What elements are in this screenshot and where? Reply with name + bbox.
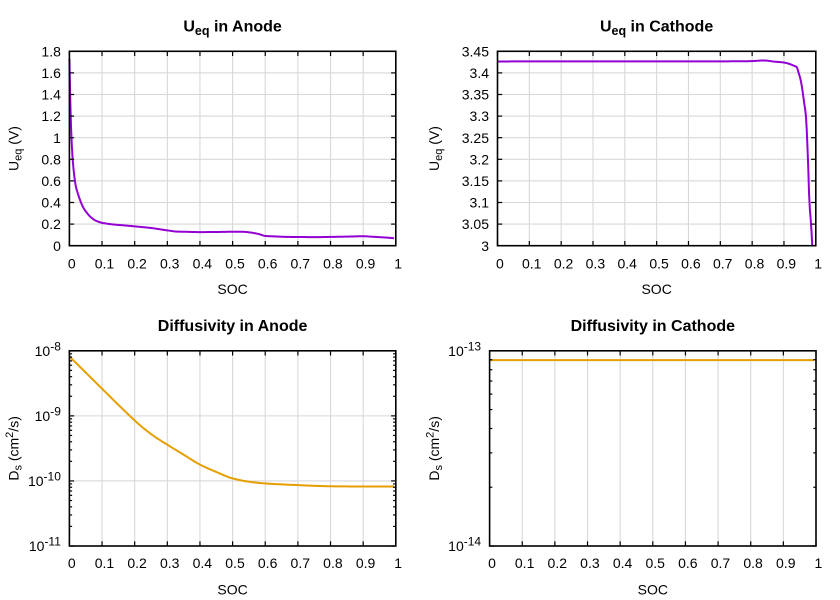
svg-text:0.7: 0.7 (291, 255, 311, 271)
svg-text:10-11: 10-11 (29, 535, 61, 555)
svg-text:0.3: 0.3 (160, 255, 180, 271)
svg-text:0.1: 0.1 (95, 555, 115, 571)
svg-text:0.8: 0.8 (743, 555, 763, 571)
svg-text:0.3: 0.3 (160, 555, 180, 571)
svg-text:0: 0 (68, 255, 76, 271)
svg-text:3.4: 3.4 (470, 65, 490, 81)
svg-text:0.6: 0.6 (258, 255, 278, 271)
svg-text:0.5: 0.5 (225, 555, 245, 571)
svg-text:SOC: SOC (638, 581, 668, 597)
svg-text:0.9: 0.9 (777, 255, 797, 271)
svg-text:3.05: 3.05 (462, 216, 489, 232)
svg-text:1: 1 (814, 255, 822, 271)
svg-text:10-14: 10-14 (448, 535, 481, 555)
svg-text:0.7: 0.7 (291, 555, 311, 571)
svg-text:0: 0 (488, 555, 496, 571)
svg-text:SOC: SOC (217, 581, 247, 597)
svg-text:Ueq in Cathode: Ueq in Cathode (600, 18, 713, 38)
svg-text:0.5: 0.5 (649, 255, 669, 271)
svg-text:0.6: 0.6 (678, 555, 698, 571)
svg-text:0: 0 (496, 255, 504, 271)
svg-text:0: 0 (68, 555, 76, 571)
svg-text:Ueq (V): Ueq (V) (6, 126, 25, 171)
svg-text:0.2: 0.2 (548, 555, 568, 571)
svg-text:3.45: 3.45 (462, 43, 489, 59)
svg-text:0.1: 0.1 (515, 555, 535, 571)
svg-text:0.2: 0.2 (554, 255, 574, 271)
svg-text:0.4: 0.4 (41, 195, 61, 211)
svg-text:1.8: 1.8 (41, 43, 61, 59)
svg-text:3.1: 3.1 (470, 195, 490, 211)
svg-text:Diffusivity in Cathode: Diffusivity in Cathode (571, 318, 736, 335)
svg-text:0.6: 0.6 (681, 255, 701, 271)
svg-text:1: 1 (394, 555, 402, 571)
svg-text:0.4: 0.4 (617, 255, 637, 271)
svg-text:3.15: 3.15 (462, 173, 489, 189)
svg-text:SOC: SOC (641, 281, 671, 297)
svg-text:1.2: 1.2 (41, 108, 61, 124)
svg-text:0.6: 0.6 (258, 555, 278, 571)
svg-text:0.5: 0.5 (645, 555, 665, 571)
svg-text:Ds (cm2/s): Ds (cm2/s) (424, 416, 445, 481)
svg-text:Ds (cm2/s): Ds (cm2/s) (4, 416, 25, 481)
svg-text:3.25: 3.25 (462, 130, 489, 146)
svg-text:Ueq in Anode: Ueq in Anode (183, 18, 282, 38)
svg-text:1.4: 1.4 (41, 87, 61, 103)
svg-text:1.6: 1.6 (41, 65, 61, 81)
svg-text:0.2: 0.2 (41, 216, 61, 232)
svg-text:1: 1 (394, 255, 402, 271)
svg-text:10-8: 10-8 (35, 339, 62, 359)
svg-text:3.2: 3.2 (470, 151, 490, 167)
svg-text:0.2: 0.2 (127, 555, 147, 571)
svg-text:3.3: 3.3 (470, 108, 490, 124)
svg-text:0.6: 0.6 (41, 173, 61, 189)
svg-text:0.1: 0.1 (95, 255, 115, 271)
svg-text:0.5: 0.5 (225, 255, 245, 271)
svg-text:3: 3 (481, 238, 489, 254)
svg-text:0.8: 0.8 (41, 151, 61, 167)
svg-text:0.7: 0.7 (713, 255, 733, 271)
svg-text:0.9: 0.9 (356, 555, 376, 571)
svg-text:0: 0 (53, 238, 61, 254)
svg-text:3.35: 3.35 (462, 87, 489, 103)
svg-text:0.9: 0.9 (776, 555, 796, 571)
svg-text:0.4: 0.4 (193, 255, 213, 271)
svg-text:0.3: 0.3 (580, 555, 600, 571)
svg-text:10-10: 10-10 (28, 470, 61, 490)
svg-text:0.2: 0.2 (127, 255, 147, 271)
svg-text:0.4: 0.4 (613, 555, 633, 571)
svg-text:0.4: 0.4 (193, 555, 213, 571)
svg-text:0.1: 0.1 (522, 255, 542, 271)
svg-text:10-13: 10-13 (448, 339, 481, 359)
svg-text:Ueq (V): Ueq (V) (426, 126, 445, 171)
svg-text:0.9: 0.9 (356, 255, 376, 271)
svg-text:10-9: 10-9 (35, 404, 62, 424)
svg-text:0.7: 0.7 (711, 555, 731, 571)
svg-text:SOC: SOC (217, 281, 247, 297)
svg-text:1: 1 (815, 555, 823, 571)
svg-text:1: 1 (53, 130, 61, 146)
svg-text:0.8: 0.8 (323, 555, 343, 571)
svg-text:0.8: 0.8 (745, 255, 765, 271)
svg-text:0.3: 0.3 (586, 255, 606, 271)
svg-text:0.8: 0.8 (323, 255, 343, 271)
svg-text:Diffusivity in Anode: Diffusivity in Anode (158, 318, 308, 335)
